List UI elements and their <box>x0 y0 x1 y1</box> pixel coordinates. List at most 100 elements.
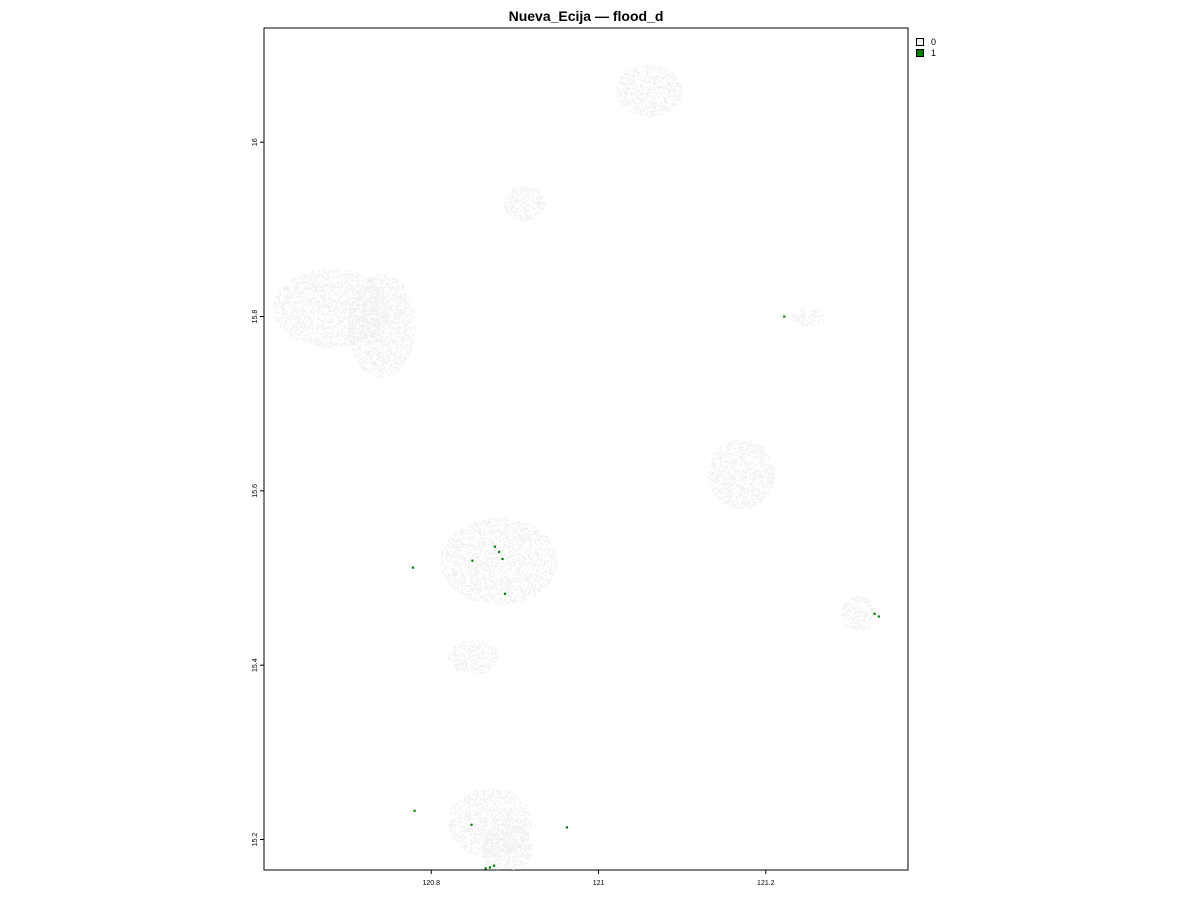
class-0-cell <box>734 478 736 480</box>
class-0-cell <box>323 307 326 309</box>
class-0-cell <box>717 471 720 473</box>
class-0-cell <box>320 285 322 287</box>
class-0-cell <box>404 359 406 362</box>
class-0-cell <box>349 321 351 323</box>
class-0-cell <box>310 300 312 302</box>
class-0-cell <box>365 301 367 304</box>
class-0-cell <box>375 320 377 323</box>
class-0-cell <box>368 330 371 332</box>
class-0-cell <box>359 349 361 351</box>
class-0-cell <box>357 299 359 302</box>
class-0-cell <box>398 327 401 329</box>
class-0-cell <box>367 359 369 361</box>
class-0-cell <box>287 326 289 328</box>
class-0-cell <box>743 453 746 455</box>
class-0-cell <box>352 332 354 334</box>
class-0-cell <box>285 285 287 287</box>
class-0-cell <box>760 456 762 458</box>
class-0-cell <box>399 296 401 298</box>
class-0-cell <box>292 315 294 318</box>
class-0-cell <box>393 354 396 356</box>
class-0-cell <box>402 327 405 330</box>
class-0-cell <box>408 313 411 315</box>
class-0-cell <box>731 502 733 504</box>
class-0-cell <box>341 328 343 330</box>
class-0-cell <box>365 290 367 292</box>
class-0-cell <box>365 306 367 308</box>
class-0-cell <box>329 328 331 331</box>
class-0-cell <box>321 323 324 325</box>
class-0-cell <box>376 287 378 289</box>
class-0-cell <box>304 317 306 319</box>
class-0-cell <box>330 297 333 300</box>
class-0-cell <box>714 453 716 455</box>
class-0-cell <box>372 326 374 328</box>
class-0-cell <box>526 194 528 197</box>
class-0-cell <box>356 315 358 318</box>
class-0-cell <box>378 348 380 350</box>
class-0-cell <box>540 198 543 200</box>
class-0-cell <box>352 308 355 310</box>
class-0-cell <box>377 291 379 293</box>
class-0-cell <box>303 276 305 278</box>
class-0-cell <box>302 291 305 293</box>
class-0-cell <box>363 365 365 368</box>
class-0-cell <box>377 293 379 295</box>
class-0-cell <box>404 357 406 360</box>
class-0-cell <box>368 315 370 317</box>
class-0-cell <box>328 275 330 278</box>
class-0-cell <box>407 309 409 311</box>
class-0-cell <box>372 301 374 304</box>
class-0-cell <box>525 203 527 205</box>
class-0-cell <box>284 313 286 315</box>
class-0-cell <box>517 208 519 210</box>
class-0-cell <box>721 483 724 485</box>
class-0-cell <box>740 457 742 459</box>
class-0-cell <box>525 193 527 195</box>
class-0-cell <box>290 293 292 295</box>
class-0-cell <box>771 464 773 467</box>
class-0-cell <box>753 451 755 453</box>
class-0-cell <box>315 281 317 283</box>
class-0-cell <box>335 271 337 274</box>
class-0-cell <box>329 321 331 323</box>
class-0-cell <box>374 330 376 333</box>
class-0-cell <box>763 486 765 488</box>
class-0-cell <box>351 324 353 327</box>
class-0-cell <box>298 284 300 286</box>
class-0-cell <box>732 441 734 444</box>
class-0-cell <box>515 208 517 210</box>
class-0-cell <box>357 297 359 299</box>
class-0-cell <box>752 499 754 501</box>
class-0-cell <box>759 474 761 476</box>
class-0-cell <box>328 315 331 317</box>
class-0-cell <box>540 206 542 208</box>
class-0-cell <box>309 300 312 302</box>
class-0-cell <box>299 322 302 324</box>
class-0-cell <box>380 293 382 295</box>
class-0-cell <box>519 199 522 202</box>
class-0-cell <box>322 287 324 290</box>
class-0-cell <box>274 302 276 304</box>
class-0-cell <box>379 312 381 314</box>
class-0-cell <box>749 443 752 445</box>
class-0-cell <box>404 333 406 335</box>
class-0-cell <box>362 317 365 319</box>
class-0-cell <box>376 277 379 279</box>
class-0-cell <box>341 335 343 337</box>
class-0-cell <box>387 289 390 291</box>
class-0-cell <box>364 289 366 291</box>
class-0-cell <box>741 486 744 488</box>
class-0-cell <box>308 289 311 291</box>
class-0-cell <box>298 294 300 297</box>
class-0-cell <box>387 300 390 302</box>
class-0-cell <box>383 325 385 328</box>
class-0-cell <box>307 332 309 334</box>
class-0-cell <box>328 296 330 298</box>
class-0-cell <box>729 485 731 487</box>
class-0-cell <box>734 461 736 463</box>
class-0-cell <box>405 334 407 336</box>
class-0-cell <box>349 340 351 342</box>
class-0-cell <box>337 323 339 325</box>
class-0-cell <box>395 298 397 301</box>
